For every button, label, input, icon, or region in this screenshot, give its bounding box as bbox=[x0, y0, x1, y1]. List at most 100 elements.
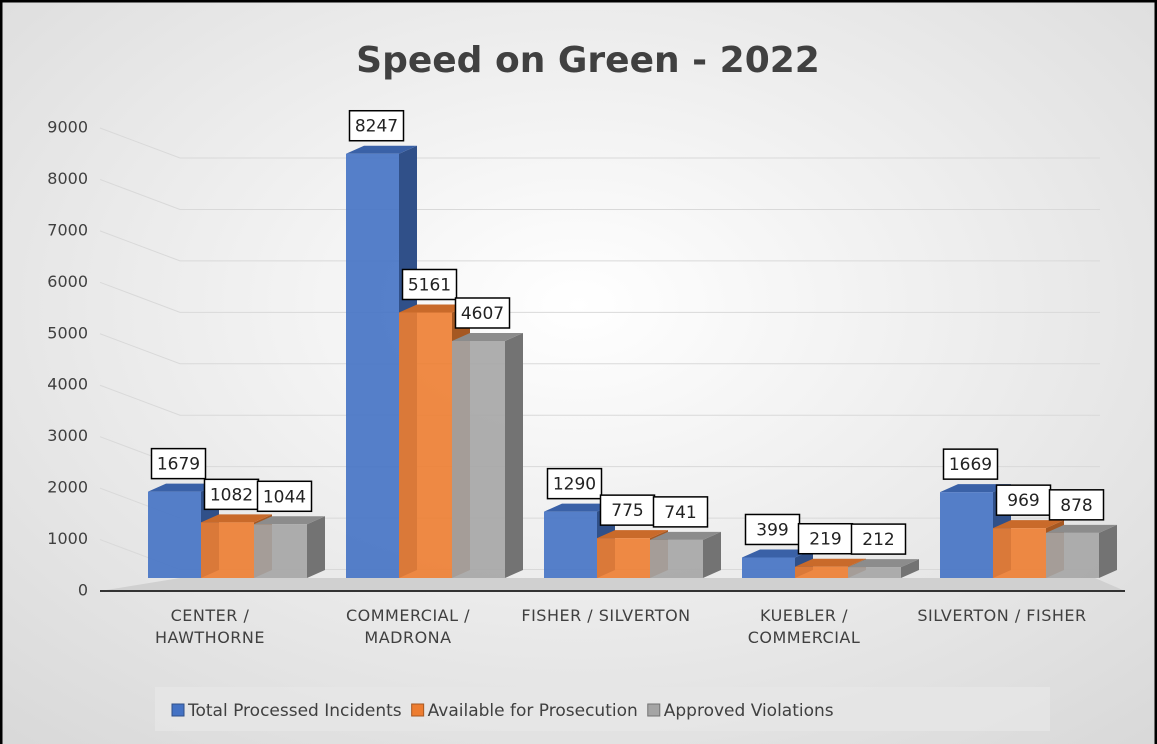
bar-face bbox=[452, 332, 523, 341]
bar bbox=[848, 559, 919, 578]
bar-face bbox=[452, 340, 505, 578]
data-label-box bbox=[850, 523, 907, 555]
x-tick-label: KUEBLER / COMMERCIAL bbox=[747, 606, 861, 647]
data-label-box bbox=[150, 447, 207, 480]
data-label-box bbox=[256, 480, 313, 513]
legend-label: Total Processed Incidents bbox=[187, 701, 402, 721]
chart-title: Speed on Green - 2022 bbox=[356, 40, 820, 81]
y-tick-label: 3000 bbox=[47, 426, 88, 445]
bar-face bbox=[399, 304, 470, 313]
bar-face bbox=[1099, 524, 1117, 578]
bar-face bbox=[901, 559, 919, 578]
bar-face bbox=[597, 538, 650, 578]
data-label: 212 bbox=[862, 530, 894, 550]
data-label: 1669 bbox=[949, 455, 992, 475]
data-label: 741 bbox=[664, 503, 696, 523]
data-label-box bbox=[546, 467, 603, 500]
y-tick-label: 4000 bbox=[47, 375, 88, 394]
bar-face bbox=[346, 153, 399, 578]
floor bbox=[100, 578, 1125, 591]
data-label: 1044 bbox=[263, 487, 306, 507]
data-label-box bbox=[652, 496, 709, 528]
bar-face bbox=[940, 484, 1011, 493]
data-label-box bbox=[401, 268, 458, 301]
bar-face bbox=[848, 567, 901, 578]
bar bbox=[1046, 524, 1117, 578]
bar-face bbox=[201, 514, 272, 523]
bar-face bbox=[148, 491, 201, 578]
bar-face bbox=[597, 530, 668, 539]
bar-face bbox=[703, 531, 721, 578]
data-label: 878 bbox=[1060, 496, 1092, 516]
data-label-box bbox=[348, 109, 405, 142]
bar-face bbox=[742, 549, 813, 558]
bar bbox=[254, 516, 325, 578]
bar-face bbox=[848, 559, 919, 568]
bar bbox=[452, 332, 523, 578]
bar-face bbox=[307, 516, 325, 578]
data-label-box bbox=[203, 478, 260, 511]
y-tick-label: 7000 bbox=[47, 220, 88, 239]
bar-face bbox=[993, 528, 1046, 578]
bar-face bbox=[254, 524, 307, 578]
x-tick-label: SILVERTON / FISHER bbox=[917, 606, 1087, 625]
y-tick-label: 8000 bbox=[47, 169, 88, 188]
legend-label: Approved Violations bbox=[664, 701, 834, 721]
grid-line bbox=[99, 127, 1100, 159]
bar-face bbox=[544, 503, 615, 512]
y-tick-label: 6000 bbox=[47, 272, 88, 291]
data-label: 399 bbox=[756, 520, 788, 540]
legend-label: Available for Prosecution bbox=[428, 701, 638, 721]
grid-line bbox=[99, 333, 1100, 365]
data-label: 219 bbox=[809, 530, 841, 550]
legend-swatch bbox=[647, 703, 661, 717]
grid-line bbox=[99, 384, 1100, 416]
bar-face bbox=[742, 557, 795, 578]
data-label-box bbox=[454, 297, 511, 329]
bar-face bbox=[795, 566, 848, 578]
y-tick-label: 0 bbox=[78, 581, 88, 600]
grid-line bbox=[99, 281, 1100, 313]
legend-swatch bbox=[411, 703, 425, 717]
bar-face bbox=[940, 492, 993, 578]
data-label-box bbox=[599, 494, 656, 526]
bar-face bbox=[993, 520, 1064, 529]
bar-face bbox=[346, 145, 417, 154]
bar-face bbox=[399, 312, 452, 578]
bar bbox=[544, 503, 615, 578]
legend-box bbox=[155, 687, 1050, 731]
data-label: 5161 bbox=[408, 275, 451, 295]
data-label: 775 bbox=[611, 501, 643, 521]
bar-face bbox=[201, 522, 254, 578]
y-tick-label: 1000 bbox=[47, 529, 88, 548]
y-tick-label: 5000 bbox=[47, 323, 88, 342]
grid-line bbox=[99, 230, 1100, 262]
data-label: 4607 bbox=[461, 304, 504, 324]
data-label: 1290 bbox=[553, 475, 596, 495]
bar bbox=[650, 531, 721, 578]
x-tick-label: CENTER / HAWTHORNE bbox=[154, 606, 265, 647]
bar-face bbox=[254, 516, 325, 525]
data-label: 1679 bbox=[157, 455, 200, 475]
data-label-box bbox=[744, 513, 801, 546]
bar-face bbox=[650, 531, 721, 540]
bar-face bbox=[1046, 524, 1117, 533]
bar-face bbox=[650, 539, 703, 578]
data-label: 1082 bbox=[210, 485, 253, 505]
bar-face bbox=[544, 511, 597, 578]
bar-face bbox=[795, 558, 866, 567]
legend-swatch bbox=[171, 703, 185, 717]
data-label-box bbox=[942, 448, 999, 480]
bar-face bbox=[148, 483, 219, 492]
y-tick-label: 2000 bbox=[47, 478, 88, 497]
data-label: 8247 bbox=[355, 117, 398, 137]
bar-face bbox=[505, 332, 523, 578]
grid-line bbox=[99, 178, 1100, 210]
x-tick-label: FISHER / SILVERTON bbox=[521, 606, 691, 625]
bar-face bbox=[1046, 532, 1099, 578]
data-label: 969 bbox=[1007, 491, 1039, 511]
data-label-box bbox=[1048, 489, 1105, 521]
